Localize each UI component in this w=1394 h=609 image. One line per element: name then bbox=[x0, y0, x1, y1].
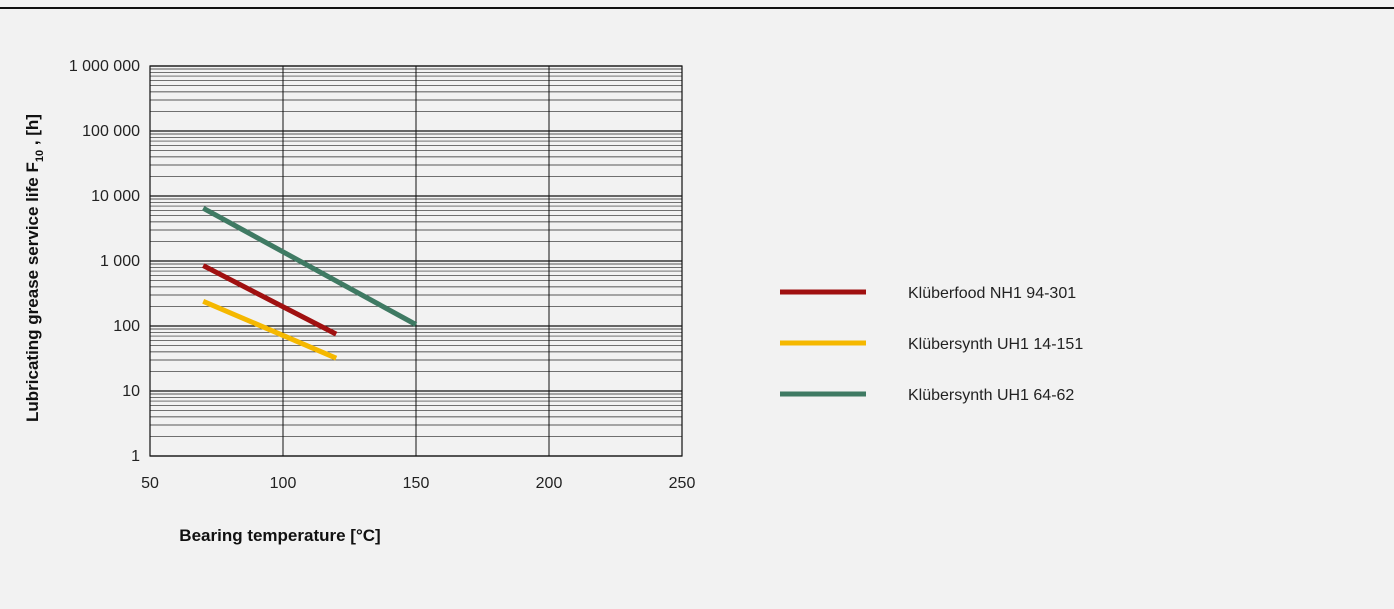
y-axis-title-main: Lubricating grease service life F bbox=[23, 162, 42, 422]
y-tick-label: 100 000 bbox=[82, 123, 140, 140]
y-axis-title: Lubricating grease service life F10 , [h… bbox=[23, 114, 46, 422]
legend-label-1: Klüberfood NH1 94-301 bbox=[908, 285, 1076, 302]
plot-frame bbox=[149, 65, 683, 457]
y-tick-label: 100 bbox=[113, 318, 140, 335]
x-tick-label: 50 bbox=[141, 475, 159, 492]
x-tick-label: 250 bbox=[669, 475, 696, 492]
legend-label-3: Klübersynth UH1 64-62 bbox=[908, 387, 1074, 404]
y-axis-title-subscript: 10 bbox=[34, 150, 46, 162]
x-tick-label: 200 bbox=[536, 475, 563, 492]
grid bbox=[149, 65, 683, 457]
legend: Klüberfood NH1 94-301 Klübersynth UH1 14-… bbox=[780, 285, 1083, 404]
top-rule bbox=[0, 7, 1394, 9]
legend-label-2: Klübersynth UH1 14-151 bbox=[908, 336, 1083, 353]
series-line-1 bbox=[202, 263, 338, 337]
series-line-3 bbox=[201, 205, 418, 327]
y-tick-labels: 1 10 100 1 000 10 000 100 000 1 000 000 bbox=[69, 58, 140, 465]
x-tick-label: 150 bbox=[403, 475, 430, 492]
x-tick-label: 100 bbox=[270, 475, 297, 492]
y-tick-label: 10 bbox=[122, 383, 140, 400]
series-lines bbox=[201, 205, 418, 361]
y-tick-label: 10 000 bbox=[91, 188, 140, 205]
x-axis-title: Bearing temperature [°C] bbox=[179, 526, 380, 545]
y-tick-label: 1 000 bbox=[100, 253, 140, 270]
y-axis-title-unit: , [h] bbox=[23, 114, 42, 150]
y-tick-label: 1 000 000 bbox=[69, 58, 140, 75]
x-tick-labels: 50 100 150 200 250 bbox=[141, 475, 695, 492]
series-line-2 bbox=[202, 298, 338, 361]
y-tick-label: 1 bbox=[131, 448, 140, 465]
